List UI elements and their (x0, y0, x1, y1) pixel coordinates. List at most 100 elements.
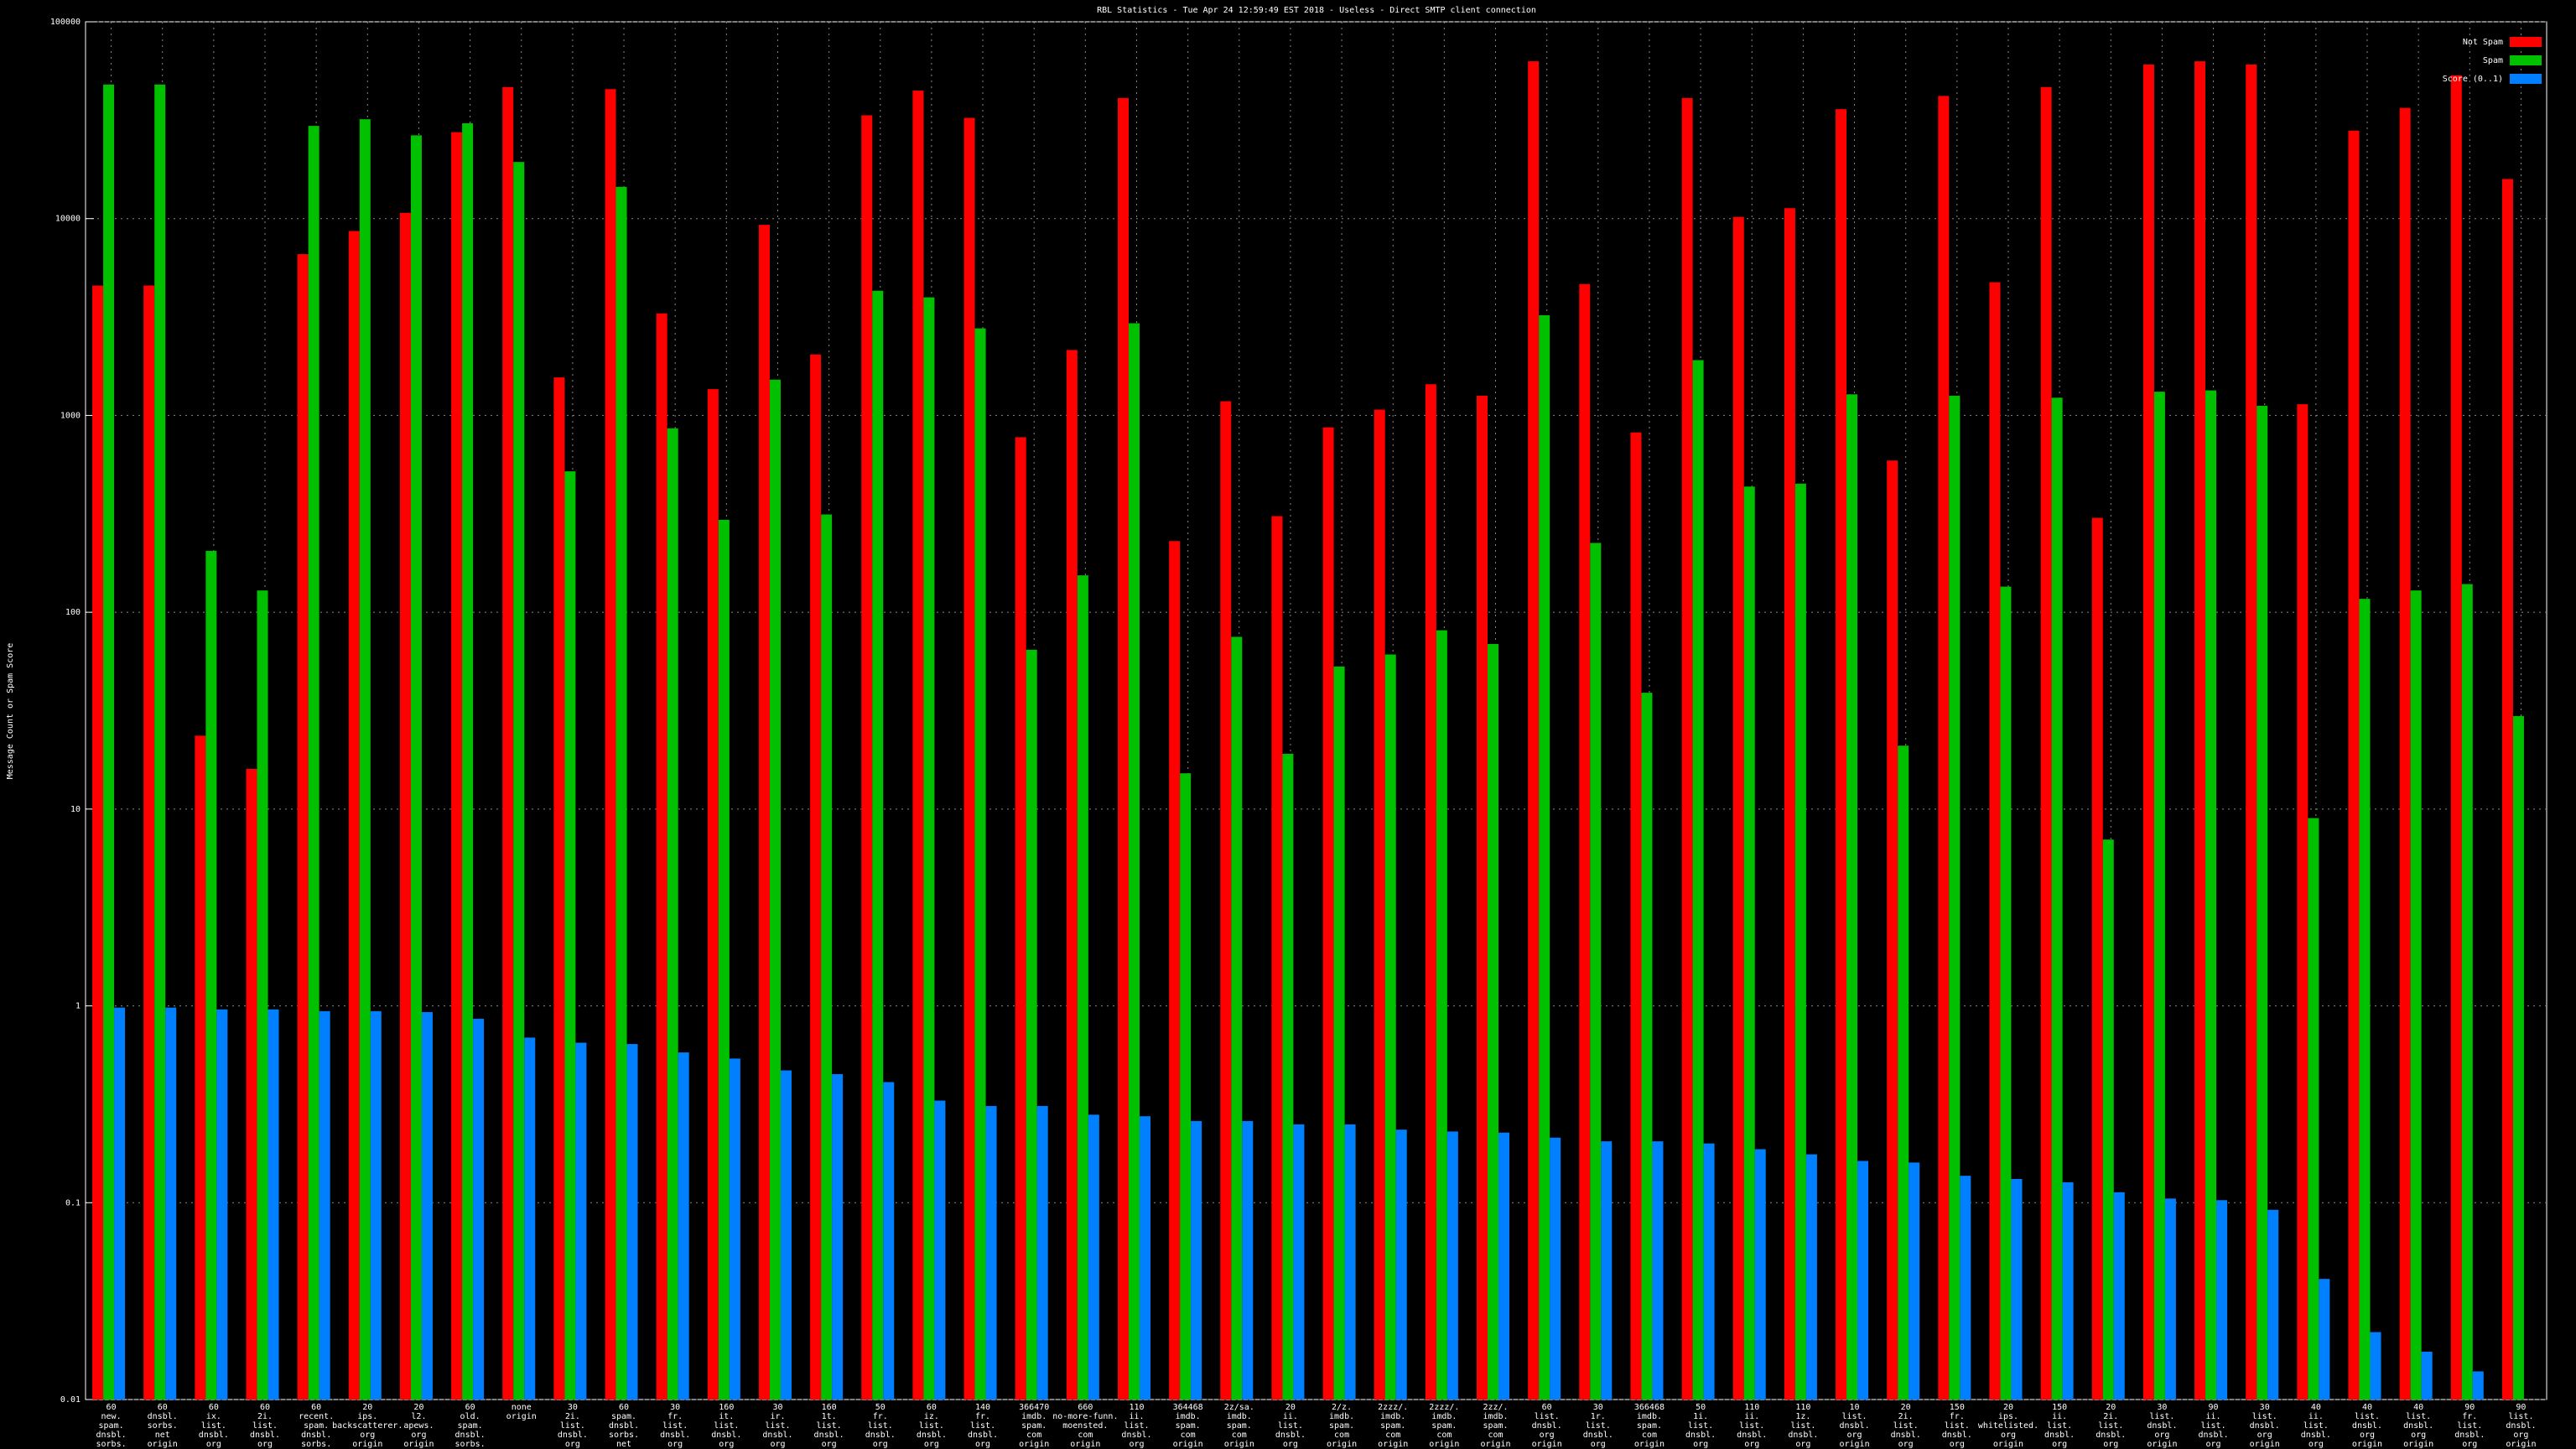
x-tick-label-line: 20 (2003, 1403, 2013, 1412)
x-tick-label-line: list. (2457, 1421, 2482, 1431)
x-tick-label: 40 list. dnsbl. org origin (2403, 1403, 2433, 1449)
x-tick-label-line: list. (1124, 1421, 1149, 1431)
x-tick-label-line: dnsbl. (762, 1431, 792, 1440)
x-tick-label-line: dnsbl. (2352, 1421, 2382, 1431)
x-tick-label-line: 60 (209, 1403, 219, 1412)
x-tick-label-line: origin (1378, 1440, 1408, 1449)
x-tick-label-line: moensted. (1062, 1421, 1108, 1431)
x-tick-label-line: backscatterer. (332, 1421, 402, 1431)
x-tick-label-line: 60 (260, 1403, 270, 1412)
x-tick-label-line: 2i. (257, 1412, 273, 1421)
bar (1026, 649, 1037, 1400)
bar (2450, 75, 2462, 1400)
chart-title: RBL Statistics - Tue Apr 24 12:59:49 EST… (1097, 6, 1536, 15)
x-tick-label-line: dnsbl. (2044, 1431, 2075, 1440)
x-tick-label-line: net (155, 1431, 170, 1440)
bar (1846, 394, 1858, 1400)
x-tick-label: 60 list. dnsbl. org origin (1532, 1403, 1562, 1449)
bar (2051, 397, 2063, 1400)
bar (2246, 64, 2257, 1400)
bar (667, 428, 678, 1400)
x-tick-label-line: imdb. (1483, 1412, 1508, 1421)
bar (1293, 1124, 1305, 1400)
x-tick-label-line: org (2154, 1431, 2169, 1440)
x-tick-label-line: 90 (2464, 1403, 2475, 1412)
x-tick-label-line: dnsbl. (1275, 1431, 1306, 1440)
x-tick-label-line: 60 (619, 1403, 629, 1412)
x-tick-label-line: dnsbl. (1583, 1431, 1613, 1440)
x-tick-label: 660 no-more-funn. moensted. com origin (1052, 1403, 1118, 1449)
bar (2164, 1198, 2176, 1400)
bar (1477, 395, 1488, 1400)
bar (359, 119, 371, 1400)
x-tick-label-line: 2/z. (1332, 1403, 1352, 1412)
bar (1231, 636, 1243, 1400)
bar (718, 519, 730, 1400)
bar (1579, 283, 1591, 1400)
bar (2205, 390, 2217, 1400)
x-tick-label-line: 660 (1078, 1403, 1093, 1412)
x-tick-label-line: org (257, 1440, 273, 1449)
x-tick-label-line: list. (817, 1421, 842, 1431)
bar (1703, 1143, 1715, 1400)
bar (810, 354, 822, 1400)
x-tick-label-line: 2i. (1898, 1412, 1914, 1421)
x-tick-label-line: fr. (873, 1412, 888, 1421)
x-tick-label-line: spam. (458, 1421, 483, 1431)
x-tick-label-line: 1i. (1693, 1412, 1708, 1421)
x-tick-label-line: dnsbl. (1788, 1431, 1818, 1440)
bar (1436, 630, 1447, 1400)
x-tick-label-line: org (1283, 1440, 1298, 1449)
y-tick-label: 10 (70, 805, 80, 814)
x-tick-label-line: 366468 (1634, 1403, 1665, 1412)
bar (370, 1010, 382, 1400)
bar (2040, 86, 2052, 1400)
x-tick-label-line: origin (352, 1440, 382, 1449)
x-tick-label-line: com (1385, 1431, 1400, 1440)
x-tick-label-line: dnsbl. (2198, 1431, 2228, 1440)
x-tick-label-line: dnsbl. (250, 1431, 280, 1440)
x-tick-label-line: origin (2250, 1440, 2280, 1449)
x-tick-label-line: imdb. (1380, 1412, 1405, 1421)
x-tick-label-line: dnsbl. (2403, 1421, 2433, 1431)
x-tick-label-line: dnsbl. (199, 1431, 229, 1440)
x-tick-label-line: org (360, 1431, 375, 1440)
bar (912, 91, 924, 1400)
x-tick-label: none origin (506, 1403, 537, 1421)
x-tick-label-line: 90 (2209, 1403, 2219, 1412)
x-tick-label: 60 dnsbl. sorbs. net origin (148, 1403, 178, 1449)
x-tick-label: 10 list. dnsbl. org origin (1839, 1403, 1869, 1449)
bar (2501, 179, 2513, 1400)
x-tick-label-line: sorbs. (301, 1440, 331, 1449)
x-tick-label-line: origin (2352, 1440, 2382, 1449)
x-tick-label-line: origin (1327, 1440, 1357, 1449)
x-tick-label-line: spam. (1380, 1421, 1405, 1431)
x-tick-label-line: ips. (357, 1412, 377, 1421)
x-tick-label-line: 60 (465, 1403, 475, 1412)
x-tick-label-line: org (924, 1440, 939, 1449)
x-tick-label-line: 140 (975, 1403, 990, 1412)
x-tick-label-line: 20 (362, 1403, 372, 1412)
x-tick-label-line: 2i. (2103, 1412, 2118, 1421)
x-tick-label-line: dnsbl. (968, 1431, 998, 1440)
x-tick-label: 2zz/. imdb. spam. com origin (1480, 1403, 1510, 1449)
bar (308, 126, 319, 1400)
bar (1395, 1130, 1407, 1400)
x-tick-label-line: dnsbl. (2250, 1421, 2280, 1431)
x-tick-label-line: 60 (1542, 1403, 1552, 1412)
bar (2257, 405, 2268, 1400)
x-tick-label-line: apews. (403, 1421, 434, 1431)
x-tick-label: 364468 imdb. spam. com origin (1173, 1403, 1203, 1449)
bar (553, 377, 565, 1400)
bar (257, 590, 268, 1400)
legend-label: Not Spam (2463, 38, 2503, 47)
